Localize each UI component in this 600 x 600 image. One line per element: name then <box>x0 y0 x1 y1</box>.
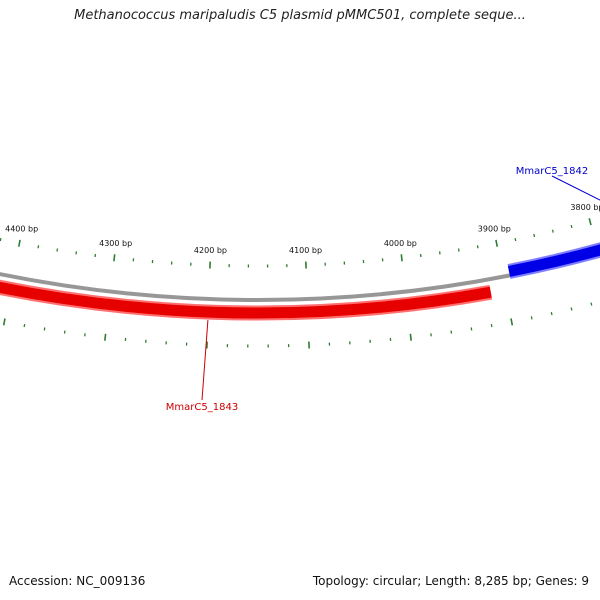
gene-MmarC5_1843[interactable] <box>0 250 492 319</box>
scale-label: 3900 bp <box>478 225 511 234</box>
gene-MmarC5_1842[interactable] <box>507 221 600 277</box>
major-tick <box>400 254 403 262</box>
scale-label: 4300 bp <box>99 239 132 248</box>
gene-leader-line <box>201 320 209 401</box>
major-tick <box>17 239 21 247</box>
map-title: Methanococcus maripaludis C5 plasmid pMM… <box>74 8 526 23</box>
scale-label: 4100 bp <box>289 246 322 255</box>
accession-label: Accession: NC_009136 <box>9 574 146 588</box>
minor-tick <box>23 323 26 328</box>
outer-scale-ticks <box>0 218 592 269</box>
scale-labels: 3800 bp 3900 bp 4000 bp 4100 bp 4200 bp 4300 … <box>5 203 600 255</box>
minor-tick <box>551 229 554 233</box>
minor-tick <box>0 237 2 242</box>
major-tick <box>409 333 412 341</box>
gene-label[interactable]: MmarC5_1842 <box>516 166 588 177</box>
major-tick <box>510 318 514 326</box>
minor-tick <box>476 245 479 249</box>
major-tick <box>113 254 116 262</box>
gene-features <box>0 221 600 321</box>
minor-tick <box>533 233 536 238</box>
inner-scale-ticks <box>2 302 593 349</box>
minor-tick <box>570 224 573 229</box>
minor-tick <box>550 311 553 316</box>
major-tick <box>2 318 6 326</box>
scale-label: 4400 bp <box>5 225 38 234</box>
minor-tick <box>37 245 40 249</box>
scale-label: 3800 bp <box>570 203 600 212</box>
gene-label[interactable]: MmarC5_1843 <box>166 402 238 413</box>
major-tick <box>495 239 499 247</box>
gene-leader-line <box>551 175 600 201</box>
minor-tick <box>530 316 533 320</box>
minor-tick <box>590 302 593 306</box>
topology-summary: Topology: circular; Length: 8,285 bp; Ge… <box>312 574 589 588</box>
plasmid-backbone <box>0 252 600 302</box>
major-tick <box>104 333 107 341</box>
minor-tick <box>490 323 493 328</box>
gene-labels: MmarC5_1842 MmarC5_1843 <box>166 166 600 413</box>
minor-tick <box>514 237 517 242</box>
scale-label: 4200 bp <box>194 246 227 255</box>
major-tick <box>588 218 592 226</box>
scale-label: 4000 bp <box>384 239 417 248</box>
minor-tick <box>570 307 573 311</box>
